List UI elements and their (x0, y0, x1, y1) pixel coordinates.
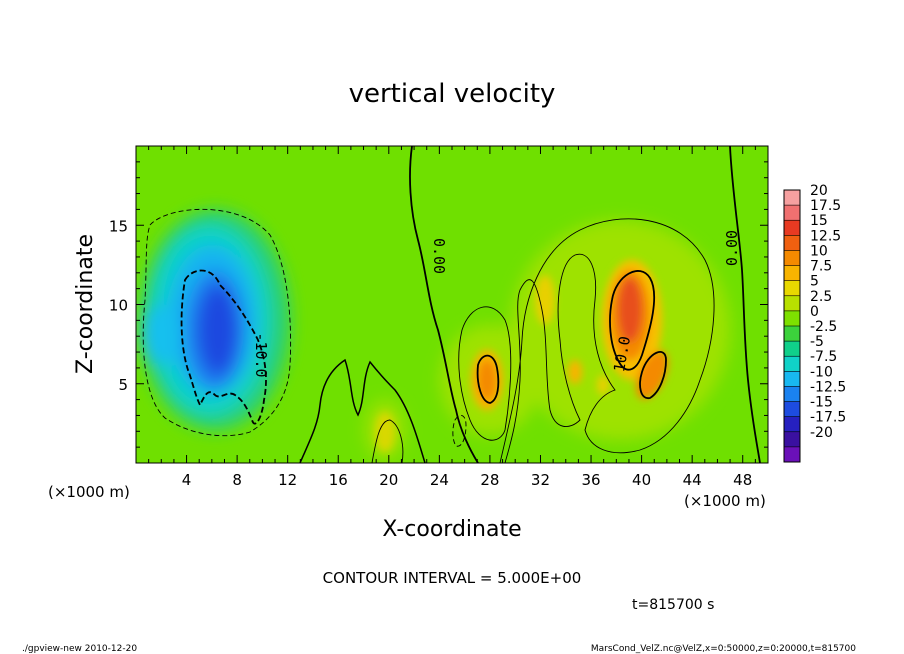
colorbar-swatch (784, 220, 800, 236)
field-blobs (375, 260, 669, 452)
contour-line (371, 419, 404, 463)
contour-interval: CONTOUR INTERVAL = 5.000E+00 (323, 569, 582, 587)
contour-line-negative (180, 269, 267, 425)
colorbar-label: -20 (810, 425, 833, 441)
x-tick-label: 32 (531, 471, 550, 489)
contour-line (458, 306, 512, 441)
colorbar-swatch (784, 310, 800, 327)
contour-labels: 0.00 0.00 -10.0 10.0 (252, 230, 741, 378)
colorbar-swatch (784, 386, 800, 403)
chart-title: vertical velocity (349, 79, 556, 109)
x-unit-right: (×1000 m) (684, 492, 766, 510)
colorbar-swatch (784, 446, 800, 463)
colorbar-swatch (784, 265, 800, 282)
field-region (535, 275, 555, 325)
colorbar: 2017.51512.5107.552.50-2.5-5-7.5-10-12.5… (783, 183, 846, 463)
footer-left: ./gpview-new 2010-12-20 (22, 644, 137, 654)
x-tick-label: 20 (379, 471, 398, 489)
x-unit-left: (×1000 m) (48, 483, 130, 501)
field-region (597, 375, 609, 395)
colorbar-swatch (784, 326, 800, 342)
field-region (140, 305, 180, 365)
field-region (375, 412, 395, 452)
contour-label: 10.0 (610, 335, 634, 374)
field-region (198, 285, 238, 375)
x-tick-label: 44 (683, 471, 702, 489)
colorbar-swatch (784, 295, 800, 312)
x-tick-label: 40 (632, 471, 651, 489)
colorbar-label: -2.5 (810, 319, 837, 335)
colorbar-swatch (784, 401, 800, 418)
plot-area: 0.00 0.00 -10.0 10.0 (136, 146, 768, 463)
colorbar-label: 15 (810, 213, 828, 229)
colorbar-swatch (784, 371, 800, 387)
x-tick-label: 36 (581, 471, 600, 489)
time-label: t=815700 s (632, 597, 714, 613)
x-tick-label: 8 (232, 471, 242, 489)
y-axis-label: Z-coordinate (73, 234, 98, 374)
colorbar-label: -15 (810, 395, 833, 411)
x-tick-label: 24 (430, 471, 449, 489)
colorbar-swatch (784, 190, 800, 206)
contour-line-negative (452, 414, 467, 447)
colorbar-swatch (784, 356, 800, 372)
colorbar-label: 7.5 (810, 259, 832, 275)
contour-line-10 (639, 351, 667, 399)
contour-label: -10.0 (252, 332, 270, 377)
colorbar-label: 17.5 (810, 198, 841, 214)
x-tick-label: 28 (480, 471, 499, 489)
field-region (618, 278, 642, 342)
colorbar-label: 12.5 (810, 228, 841, 244)
colorbar-swatch (784, 250, 800, 267)
x-tick-label: 4 (182, 471, 192, 489)
contour-label: 0.00 (723, 230, 741, 266)
contours (142, 146, 761, 463)
colorbar-swatch (784, 416, 800, 433)
colorbar-swatch (784, 431, 800, 448)
x-axis-label: X-coordinate (382, 517, 521, 542)
colorbar-label: 20 (810, 183, 828, 199)
x-tick-label: 12 (278, 471, 297, 489)
x-tick-label: 48 (733, 471, 752, 489)
x-tick-label: 16 (329, 471, 348, 489)
contour-zero-line (409, 146, 479, 463)
y-axis: 5 10 15 (109, 161, 768, 448)
x-axis: 4 8 12 16 20 24 28 32 36 40 44 48 (148, 146, 756, 489)
colorbar-swatch (784, 235, 800, 251)
y-tick-label: 10 (109, 297, 128, 315)
contour-line (499, 218, 715, 463)
colorbar-swatch (784, 280, 800, 297)
colorbar-label: 10 (810, 243, 828, 259)
contour-line-negative (142, 208, 292, 437)
colorbar-label: -10 (810, 364, 833, 380)
contour-line-10 (609, 270, 656, 371)
y-tick-label: 15 (109, 217, 128, 235)
colorbar-label: -7.5 (810, 349, 837, 365)
y-tick-label: 5 (118, 376, 128, 394)
colorbar-label: -12.5 (810, 379, 846, 395)
colorbar-label: 0 (810, 304, 819, 320)
field-region (568, 360, 582, 384)
colorbar-swatch (784, 205, 800, 221)
field-region (478, 360, 496, 400)
contour-line-10 (476, 354, 500, 404)
contour-zero-line (729, 146, 761, 463)
colorbar-label: 2.5 (810, 289, 832, 305)
colorbar-label: 5 (810, 274, 819, 290)
colorbar-swatch (784, 341, 800, 357)
colorbar-label: -17.5 (810, 410, 846, 426)
colorbar-label: -5 (810, 334, 824, 350)
contour-zero-line (299, 358, 426, 463)
contour-label: 0.00 (430, 238, 448, 274)
footer-right: MarsCond_VelZ.nc@VelZ,x=0:50000,z=0:2000… (591, 644, 856, 654)
